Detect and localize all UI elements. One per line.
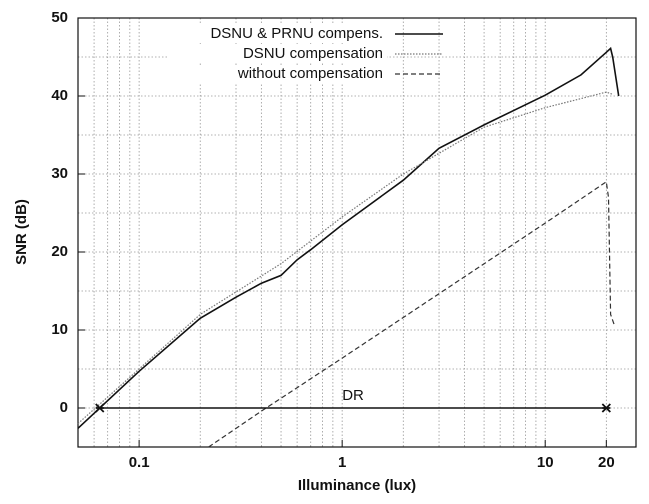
- x-tick-label: 1: [338, 454, 346, 471]
- legend-bg: [167, 65, 387, 83]
- y-tick-label: 30: [51, 165, 68, 182]
- legend-label: DSNU compensation: [243, 45, 383, 62]
- dr-marker: [601, 403, 611, 413]
- y-tick-label: 50: [51, 9, 68, 26]
- legend-label: DSNU & PRNU compens.: [210, 25, 383, 42]
- legend-bg: [167, 45, 387, 63]
- y-axis-label: SNR (dB): [13, 199, 30, 265]
- dr-label: DR: [342, 387, 364, 404]
- y-tick-label: 10: [51, 321, 68, 338]
- y-tick-label: 20: [51, 243, 68, 260]
- x-axis-label: Illuminance (lux): [298, 477, 416, 494]
- y-tick-label: 0: [60, 399, 68, 416]
- y-tick-label: 40: [51, 87, 68, 104]
- x-tick-label: 0.1: [129, 454, 150, 471]
- series-line: [77, 46, 620, 429]
- dr-marker: [95, 403, 105, 413]
- plot-frame: [77, 17, 637, 448]
- x-tick-label: 20: [598, 454, 615, 471]
- series-line: [77, 91, 613, 425]
- series-line: [208, 180, 616, 448]
- x-tick-label: 10: [537, 454, 554, 471]
- legend-label: without compensation: [237, 65, 383, 82]
- legend-bg: [167, 25, 387, 43]
